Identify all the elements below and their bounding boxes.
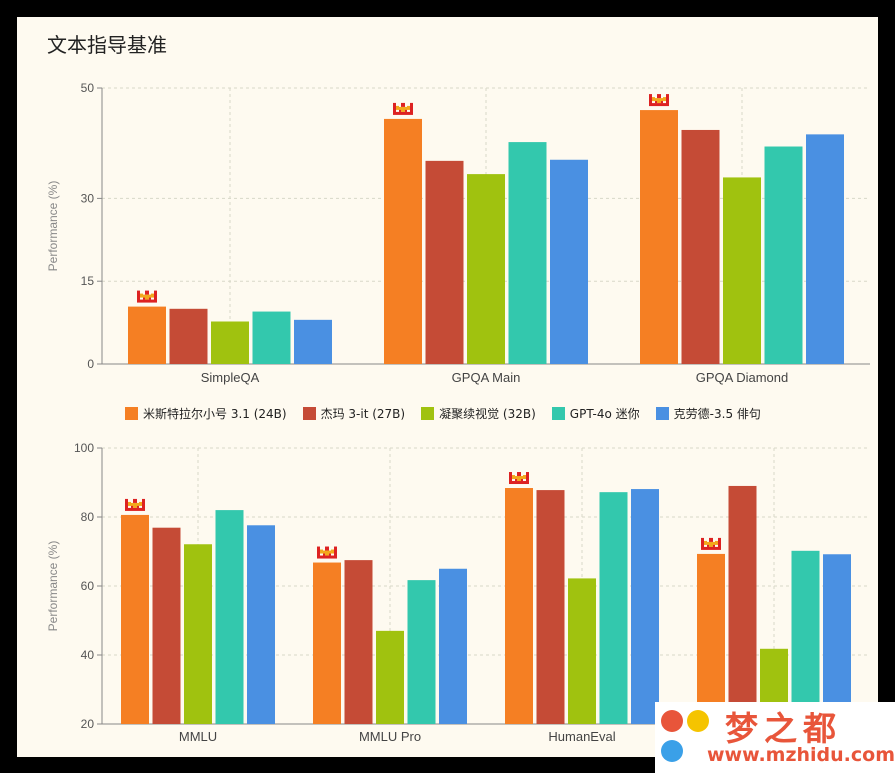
bar bbox=[376, 630, 404, 724]
pixel-crown-icon bbox=[393, 102, 413, 115]
bar bbox=[407, 580, 436, 724]
legend-item: 凝聚续视觉 (32B) bbox=[421, 405, 536, 422]
legend-item: 米斯特拉尔小号 3.1 (24B) bbox=[125, 405, 287, 422]
bar bbox=[791, 550, 820, 724]
pixel-crown-icon bbox=[649, 94, 669, 107]
bar bbox=[184, 544, 212, 724]
watermark-url: www.mzhidu.com bbox=[707, 744, 895, 766]
category-label: GPQA Main bbox=[452, 370, 521, 385]
bar bbox=[599, 492, 628, 724]
pixel-crown-icon bbox=[317, 546, 337, 559]
page-title: 文本指导基准 bbox=[47, 33, 167, 57]
bar bbox=[550, 159, 588, 364]
pixel-crown-icon bbox=[509, 472, 529, 485]
legend-label: 杰玛 3-it (27B) bbox=[320, 407, 406, 421]
bar bbox=[252, 311, 291, 364]
legend: 米斯特拉尔小号 3.1 (24B) 杰玛 3-it (27B) 凝聚续视觉 (32B… bbox=[125, 405, 761, 422]
legend-swatch bbox=[551, 407, 565, 420]
y-tick-label: 0 bbox=[87, 357, 94, 371]
bar bbox=[568, 578, 596, 724]
legend-label: 米斯特拉尔小号 3.1 (24B) bbox=[143, 407, 287, 421]
bar bbox=[384, 118, 422, 364]
category-label: MMLU bbox=[179, 729, 217, 744]
y-tick-label: 100 bbox=[74, 441, 94, 455]
bar bbox=[681, 129, 720, 364]
legend-swatch bbox=[125, 407, 138, 420]
bar bbox=[823, 554, 851, 724]
legend-item: 杰玛 3-it (27B) bbox=[302, 405, 406, 422]
face-icon bbox=[661, 710, 683, 732]
bar bbox=[425, 160, 464, 364]
bar bbox=[344, 560, 373, 724]
y-tick-label: 15 bbox=[81, 274, 95, 288]
legend-item: GPT-4o 迷你 bbox=[551, 405, 640, 422]
category-label: SimpleQA bbox=[201, 370, 260, 385]
y-tick-label: 30 bbox=[81, 191, 95, 205]
bar bbox=[152, 527, 181, 724]
face-icon bbox=[687, 710, 709, 732]
bar bbox=[215, 510, 244, 724]
bar bbox=[211, 321, 249, 364]
pixel-crown-icon bbox=[137, 290, 157, 303]
bar bbox=[728, 485, 757, 724]
watermark-title: 梦之都 bbox=[725, 709, 842, 748]
bar bbox=[697, 553, 725, 724]
y-axis-label: Performance (%) bbox=[46, 541, 60, 632]
face-icon bbox=[661, 740, 683, 762]
bar bbox=[467, 174, 505, 364]
pixel-crown-icon bbox=[125, 498, 145, 511]
y-tick-label: 20 bbox=[81, 717, 95, 731]
bar bbox=[631, 489, 659, 724]
chart-panel: 文本指导基准 0 15 30 50 Performance (%) SimpleQA GPQ… bbox=[17, 17, 878, 757]
charts-svg: 0 15 30 50 Performance (%) SimpleQA GPQA Main G… bbox=[46, 81, 870, 744]
bar bbox=[121, 514, 149, 724]
bar bbox=[536, 490, 565, 724]
category-label: GPQA Diamond bbox=[696, 370, 789, 385]
bar bbox=[128, 306, 166, 364]
y-axis-label: Performance (%) bbox=[46, 181, 60, 272]
pixel-crown-icon bbox=[701, 537, 721, 550]
bar bbox=[723, 177, 761, 364]
legend-swatch bbox=[655, 407, 669, 420]
legend-label: GPT-4o 迷你 bbox=[569, 407, 640, 421]
legend-swatch bbox=[421, 407, 435, 420]
legend-swatch bbox=[302, 407, 316, 420]
legend-item: 克劳德-3.5 俳句 bbox=[655, 405, 761, 422]
legend-label: 克劳德-3.5 俳句 bbox=[673, 407, 761, 421]
bar bbox=[439, 568, 467, 724]
bar bbox=[640, 110, 678, 364]
bar bbox=[508, 142, 547, 364]
bar bbox=[247, 525, 275, 724]
y-tick-label: 50 bbox=[81, 81, 95, 95]
bar bbox=[806, 134, 844, 364]
legend-label: 凝聚续视觉 (32B) bbox=[439, 407, 536, 421]
y-tick-label: 40 bbox=[81, 648, 95, 662]
category-label: MMLU Pro bbox=[359, 729, 421, 744]
bar bbox=[313, 562, 341, 724]
category-label: HumanEval bbox=[548, 729, 615, 744]
bar bbox=[505, 488, 533, 724]
y-tick-label: 60 bbox=[81, 579, 95, 593]
bar bbox=[764, 146, 803, 364]
y-tick-label: 80 bbox=[81, 510, 95, 524]
watermark: 梦之都 www.mzhidu.com bbox=[655, 702, 895, 773]
bar bbox=[294, 319, 332, 364]
bar bbox=[169, 308, 208, 364]
